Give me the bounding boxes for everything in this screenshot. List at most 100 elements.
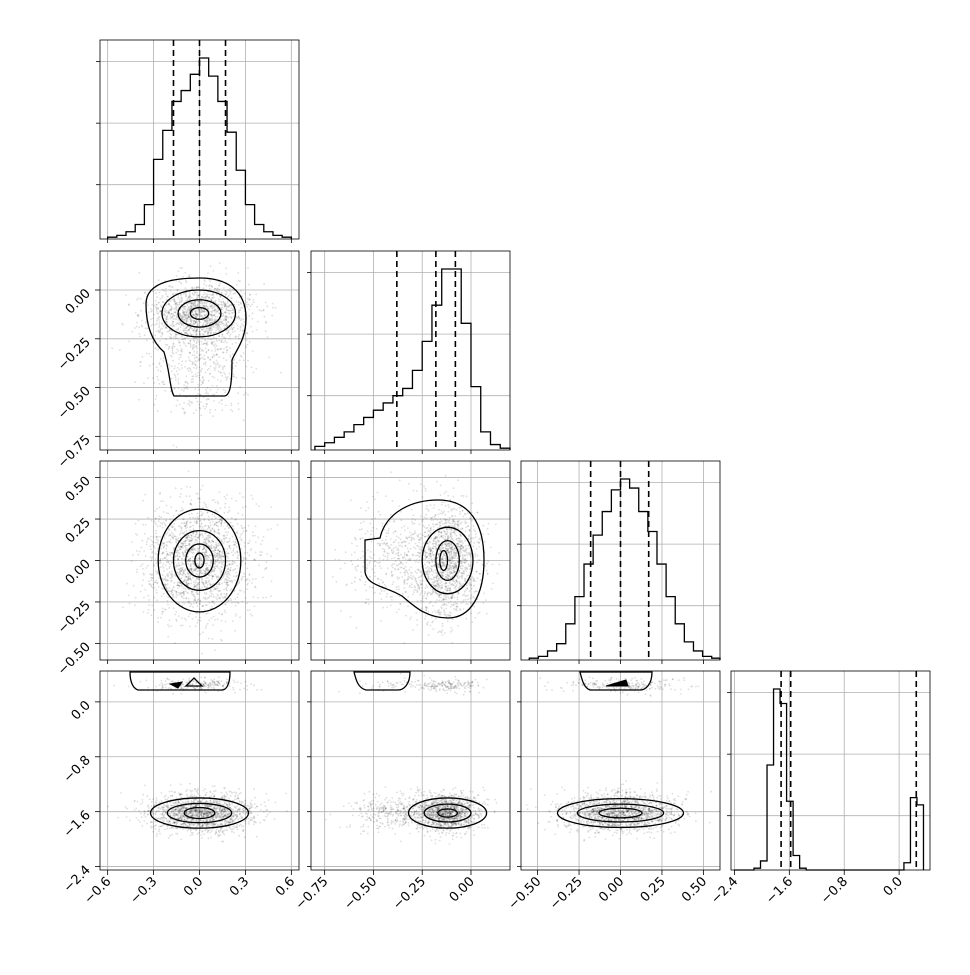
sample-point — [157, 582, 159, 584]
sample-point — [251, 615, 253, 617]
sample-point — [371, 530, 373, 532]
sample-point — [162, 295, 164, 297]
sample-point — [211, 500, 213, 502]
sample-point — [195, 539, 197, 541]
sample-point — [462, 558, 464, 560]
sample-point — [186, 486, 188, 488]
sample-point — [185, 547, 187, 549]
sample-point — [350, 560, 352, 562]
sample-point — [189, 613, 191, 615]
sample-point — [151, 544, 153, 546]
sample-point — [205, 321, 207, 323]
sample-point — [190, 302, 192, 304]
sample-point — [198, 581, 200, 583]
sample-point — [406, 570, 408, 572]
sample-point — [242, 514, 244, 516]
sample-point — [138, 520, 140, 522]
sample-point — [191, 540, 193, 542]
sample-point — [214, 649, 216, 651]
sample-point — [203, 597, 205, 599]
sample-point — [151, 310, 153, 312]
sample-point — [212, 624, 214, 626]
sample-point — [200, 315, 202, 317]
sample-point — [418, 536, 420, 538]
sample-point — [187, 297, 189, 299]
sample-point — [126, 583, 128, 585]
sample-point — [199, 617, 201, 619]
sample-point — [437, 575, 439, 577]
sample-point — [204, 552, 206, 554]
sample-point — [202, 512, 204, 514]
histogram-p2 — [529, 461, 720, 660]
sample-point — [240, 534, 242, 536]
sample-point — [178, 562, 180, 564]
sample-point — [253, 301, 255, 303]
sample-point — [179, 582, 181, 584]
sample-point — [178, 340, 180, 342]
sample-point — [156, 562, 158, 564]
sample-point — [435, 618, 437, 620]
sample-point — [406, 538, 408, 540]
sample-point — [234, 579, 236, 581]
sample-point — [142, 500, 144, 502]
sample-point — [180, 354, 182, 356]
sample-point — [180, 526, 182, 528]
sample-point — [211, 539, 213, 541]
sample-point — [223, 589, 225, 591]
sample-point — [195, 330, 197, 332]
sample-point — [181, 510, 183, 512]
sample-point — [425, 615, 427, 617]
sample-point — [212, 514, 214, 516]
sample-point — [470, 602, 472, 604]
sample-point — [255, 368, 257, 370]
sample-point — [167, 600, 169, 602]
sample-point — [188, 514, 190, 516]
sample-point — [217, 550, 219, 552]
sample-point — [239, 616, 241, 618]
sample-point — [199, 633, 201, 635]
sample-point — [182, 602, 184, 604]
sample-point — [413, 515, 415, 517]
sample-point — [161, 613, 163, 615]
sample-point — [366, 559, 368, 561]
sample-point — [187, 368, 189, 370]
sample-point — [414, 577, 416, 579]
sample-point — [427, 592, 429, 594]
sample-point — [192, 562, 194, 564]
sample-point — [171, 365, 173, 367]
sample-point — [224, 581, 226, 583]
sample-point — [266, 561, 268, 563]
sample-point — [214, 310, 216, 312]
sample-point — [471, 588, 473, 590]
sample-point — [208, 597, 210, 599]
sample-point — [196, 347, 198, 349]
sample-point — [225, 290, 227, 292]
sample-point — [211, 519, 213, 521]
sample-point — [203, 322, 205, 324]
sample-point — [226, 379, 228, 381]
sample-point — [422, 598, 424, 600]
sample-point — [195, 346, 197, 348]
sample-point — [226, 351, 228, 353]
sample-point — [192, 361, 194, 363]
sample-point — [168, 330, 170, 332]
sample-point — [415, 548, 417, 550]
sample-point — [192, 560, 194, 562]
sample-point — [252, 578, 254, 580]
sample-point — [164, 557, 166, 559]
sample-point — [156, 311, 158, 313]
sample-point — [250, 326, 252, 328]
sample-point — [207, 539, 209, 541]
sample-point — [199, 613, 201, 615]
sample-point — [191, 551, 193, 553]
sample-point — [380, 620, 382, 622]
sample-point — [177, 565, 179, 567]
sample-point — [148, 353, 150, 355]
sample-point — [226, 273, 228, 275]
sample-point — [181, 570, 183, 572]
sample-point — [202, 632, 204, 634]
sample-point — [457, 527, 459, 529]
sample-point — [171, 577, 173, 579]
sample-point — [192, 517, 194, 519]
sample-point — [200, 301, 202, 303]
